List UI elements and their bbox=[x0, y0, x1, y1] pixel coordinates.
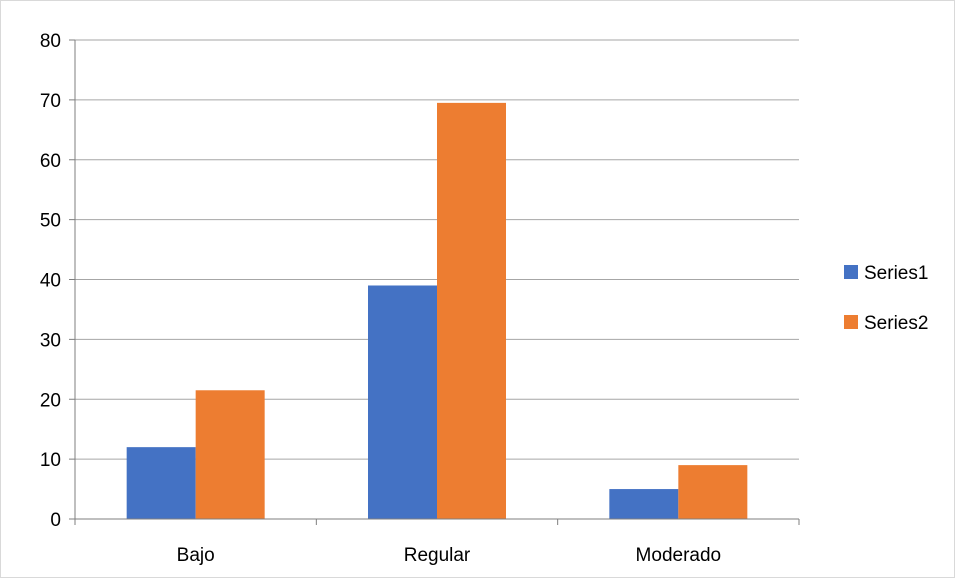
y-tick-label: 50 bbox=[40, 211, 61, 232]
y-tick-label: 80 bbox=[40, 31, 61, 52]
bar-series1-bajo bbox=[126, 447, 196, 519]
bars bbox=[126, 102, 748, 520]
bar-series1-regular bbox=[368, 285, 437, 519]
y-tick-labels: 0 10 20 30 40 50 60 70 80 bbox=[40, 31, 61, 531]
legend: Series1 Series2 bbox=[844, 263, 928, 334]
y-tick-label: 10 bbox=[40, 450, 61, 471]
legend-swatch-series1 bbox=[844, 265, 858, 279]
bar-series2-bajo bbox=[195, 390, 265, 519]
y-tick-label: 30 bbox=[40, 330, 61, 351]
y-tick-label: 70 bbox=[40, 91, 61, 112]
y-tick-label: 20 bbox=[40, 390, 61, 411]
legend-label-series2: Series2 bbox=[864, 313, 928, 334]
y-tick-label: 40 bbox=[40, 271, 61, 292]
bar-series2-moderado bbox=[678, 465, 748, 519]
x-tick-labels: Bajo Regular Moderado bbox=[177, 545, 721, 566]
x-tick-label: Bajo bbox=[177, 545, 215, 566]
bar-series1-moderado bbox=[609, 489, 679, 519]
legend-label-series1: Series1 bbox=[864, 263, 928, 284]
y-tick-label: 60 bbox=[40, 151, 61, 172]
legend-swatch-series2 bbox=[844, 315, 858, 329]
y-tick-label: 0 bbox=[50, 510, 61, 531]
x-tick-label: Moderado bbox=[636, 545, 722, 566]
axes bbox=[69, 39, 800, 525]
bar-series2-regular bbox=[437, 102, 506, 520]
x-tick-label: Regular bbox=[404, 545, 471, 566]
